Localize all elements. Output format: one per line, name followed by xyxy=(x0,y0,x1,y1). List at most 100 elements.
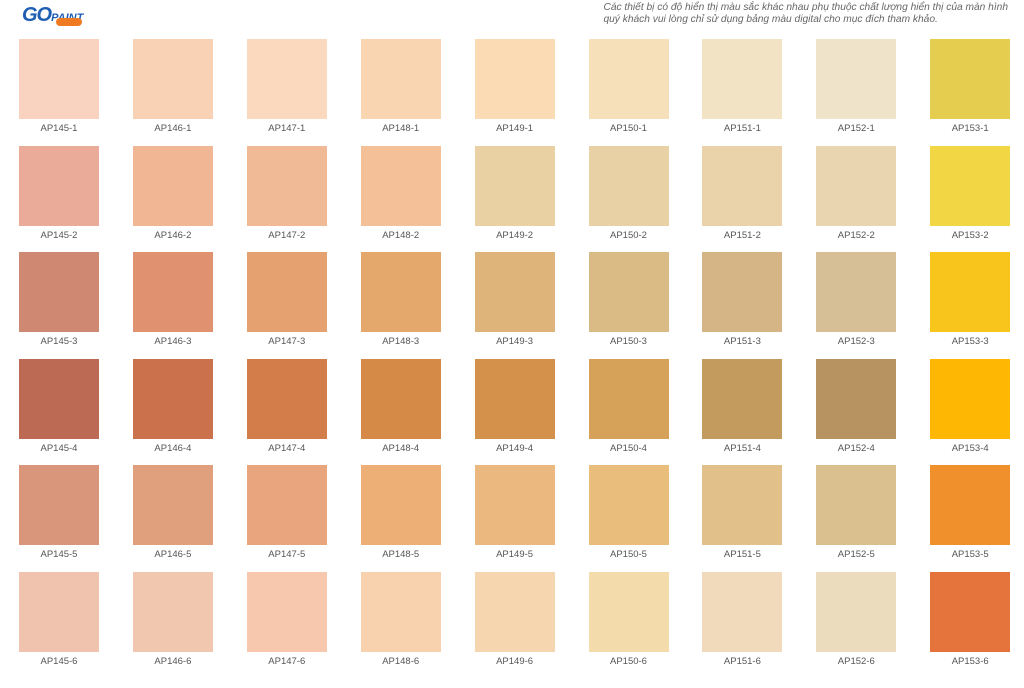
swatch-label: AP152-5 xyxy=(837,549,875,561)
swatch-label: AP147-4 xyxy=(268,442,306,454)
swatch xyxy=(702,252,783,333)
swatch xyxy=(702,145,783,226)
swatch-label: AP147-3 xyxy=(268,336,306,348)
swatch xyxy=(816,572,897,652)
swatch-label: AP152-3 xyxy=(837,336,875,348)
swatch-label: AP150-2 xyxy=(610,229,647,241)
swatch xyxy=(360,358,441,439)
swatch-label: AP148-2 xyxy=(382,229,420,241)
swatch xyxy=(588,465,669,546)
swatch xyxy=(132,358,213,439)
swatch xyxy=(930,572,1011,652)
swatch xyxy=(19,358,99,439)
swatch-label: AP145-3 xyxy=(40,336,78,348)
swatch-label: AP151-1 xyxy=(723,123,761,134)
logo-mark: GO xyxy=(22,4,52,26)
swatch xyxy=(360,39,441,119)
swatch xyxy=(588,39,669,119)
notice: Các thiết bị có độ hiển thị màu sắc khác… xyxy=(603,2,1008,26)
swatch-label: AP147-6 xyxy=(268,656,306,667)
swatch-label: AP149-6 xyxy=(496,656,534,667)
swatch xyxy=(474,145,555,226)
swatch-label: AP148-6 xyxy=(382,656,420,667)
swatch xyxy=(132,252,213,333)
swatch-label: AP152-6 xyxy=(837,656,875,667)
swatch-label: AP145-5 xyxy=(40,549,78,561)
swatch xyxy=(930,39,1011,119)
swatch xyxy=(702,39,783,119)
swatch-label: AP151-5 xyxy=(723,549,761,561)
swatch-label: AP151-4 xyxy=(723,442,761,454)
swatch-label: AP149-4 xyxy=(496,442,534,454)
swatch-label: AP150-3 xyxy=(610,336,647,348)
swatch xyxy=(474,465,555,546)
swatch-label: AP147-2 xyxy=(268,229,306,241)
swatch-label: AP146-6 xyxy=(154,656,192,667)
swatch-label: AP151-6 xyxy=(723,656,761,667)
swatch-label: AP148-5 xyxy=(382,549,420,561)
swatch-label: AP147-5 xyxy=(268,549,306,561)
swatch-label: AP145-4 xyxy=(40,442,78,454)
swatch-label: AP153-3 xyxy=(951,336,989,348)
swatch xyxy=(132,572,213,652)
swatch xyxy=(19,252,99,333)
swatch-label: AP145-6 xyxy=(40,656,78,667)
swatch xyxy=(702,572,783,652)
swatch-label: AP145-2 xyxy=(40,229,78,241)
swatch xyxy=(132,465,213,546)
swatch-label: AP152-4 xyxy=(837,442,875,454)
swatch-label: AP150-6 xyxy=(610,656,647,667)
swatch xyxy=(360,465,441,546)
swatch-label: AP151-2 xyxy=(723,229,761,241)
swatch xyxy=(816,465,897,546)
swatch-label: AP153-6 xyxy=(951,656,989,667)
swatch xyxy=(702,358,783,439)
swatch-label: AP145-1 xyxy=(40,123,78,134)
swatch xyxy=(930,465,1011,546)
swatch xyxy=(246,465,327,546)
swatch xyxy=(816,39,897,119)
swatch-label: AP153-4 xyxy=(951,442,989,454)
swatch-label: AP146-5 xyxy=(154,549,192,561)
swatch xyxy=(930,252,1011,333)
swatch-label: AP146-1 xyxy=(154,123,192,134)
swatch xyxy=(246,358,327,439)
swatch xyxy=(246,39,327,119)
swatch-label: AP152-2 xyxy=(837,229,875,241)
swatch xyxy=(132,145,213,226)
swatch-label: AP146-2 xyxy=(154,229,192,241)
notice-line: Các thiết bị có độ hiển thị màu sắc khác… xyxy=(603,2,1008,13)
swatch xyxy=(930,358,1011,439)
notice-line: quý khách vui lòng chỉ sử dụng bảng màu … xyxy=(603,14,938,25)
swatch-label: AP153-5 xyxy=(951,549,989,561)
swatch-label: AP149-2 xyxy=(496,229,534,241)
swatch-label: AP149-3 xyxy=(496,336,534,348)
swatch xyxy=(588,252,669,333)
swatch xyxy=(930,145,1011,226)
swatch-label: AP146-4 xyxy=(154,442,192,454)
swatch-label: AP150-5 xyxy=(610,549,647,561)
swatch-label: AP149-1 xyxy=(496,123,534,134)
swatch xyxy=(246,145,327,226)
swatch-label: AP148-4 xyxy=(382,442,420,454)
swatch xyxy=(588,572,669,652)
swatch-label: AP148-3 xyxy=(382,336,420,348)
swatch xyxy=(816,358,897,439)
swatch xyxy=(132,39,213,119)
swatch xyxy=(816,145,897,226)
swatch xyxy=(588,358,669,439)
swatch-label: AP150-4 xyxy=(610,442,647,454)
swatch xyxy=(19,572,99,652)
swatch xyxy=(246,572,327,652)
swatch xyxy=(474,39,555,119)
swatch xyxy=(360,572,441,652)
swatch-label: AP153-1 xyxy=(951,123,989,134)
swatch-label: AP146-3 xyxy=(154,336,192,348)
swatch-label: AP153-2 xyxy=(951,229,989,241)
swatch xyxy=(360,145,441,226)
swatch-label: AP150-1 xyxy=(610,123,647,134)
swatch xyxy=(702,465,783,546)
swatch xyxy=(816,252,897,333)
swatch xyxy=(360,252,441,333)
